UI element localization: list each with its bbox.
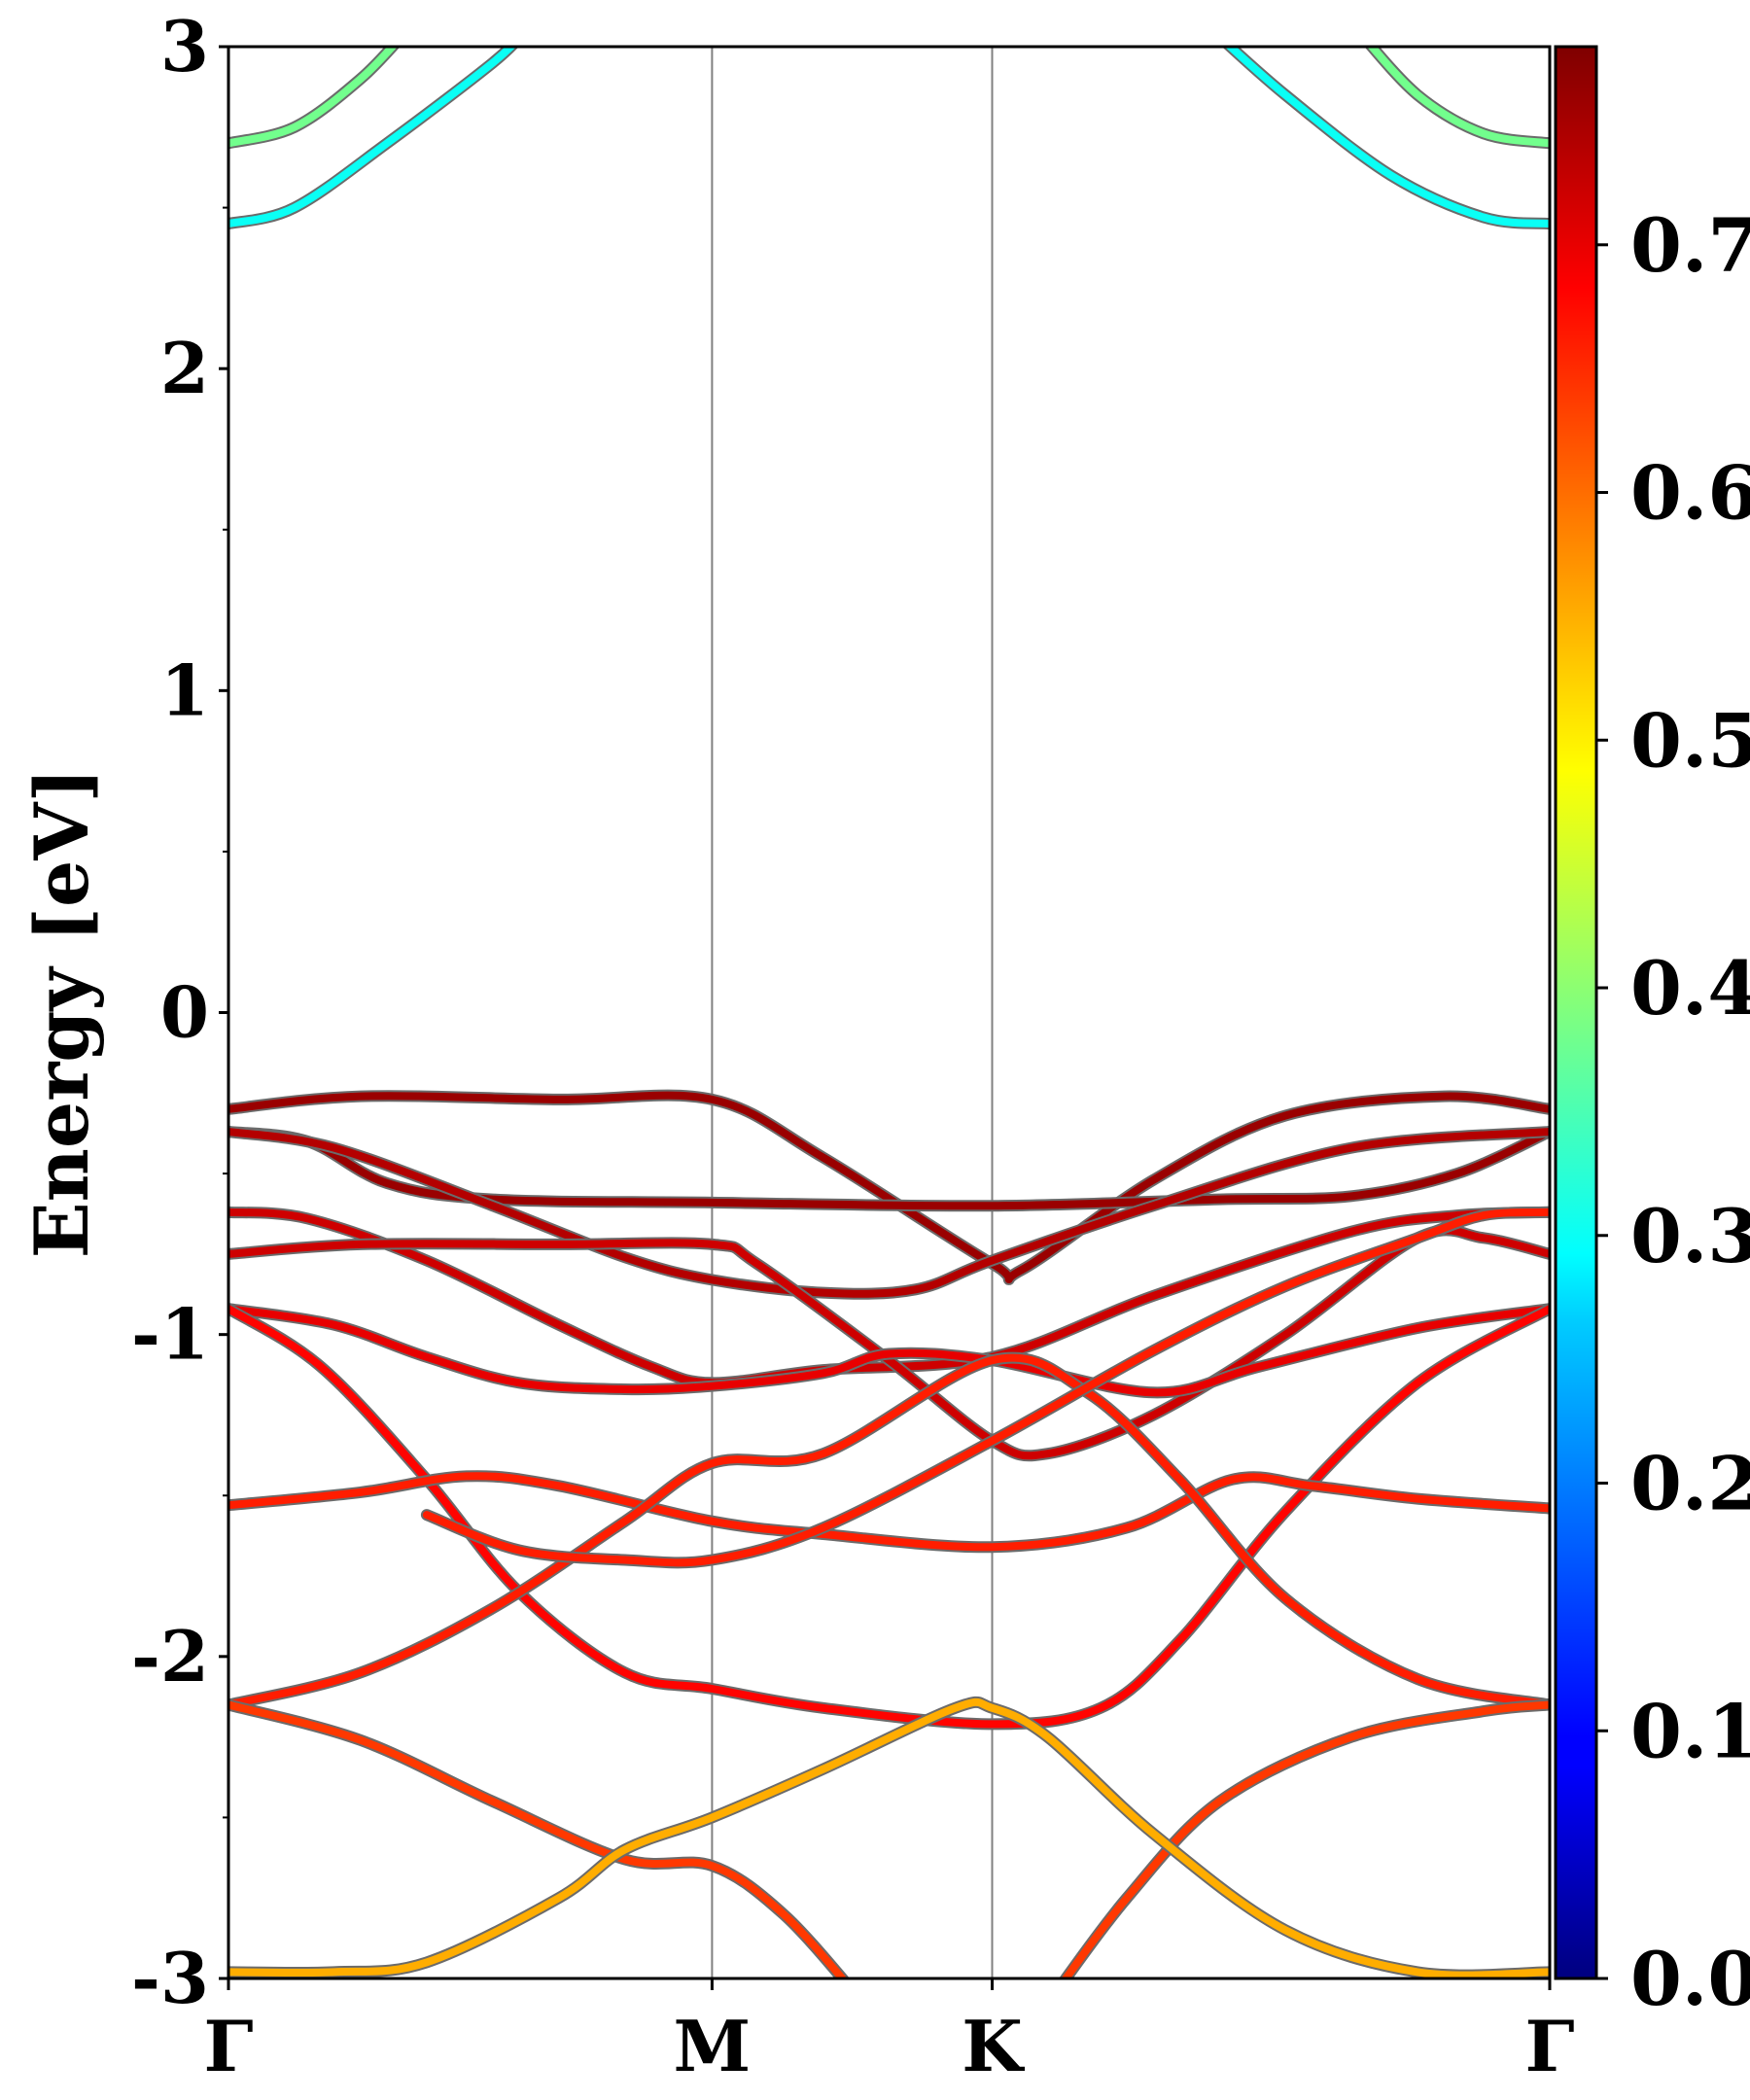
colorbar-tick-label: 0.5 bbox=[1630, 697, 1750, 784]
y-axis-title: Energy [eV] bbox=[18, 768, 105, 1259]
band-line bbox=[228, 1472, 1550, 1552]
y-tick-label: 3 bbox=[160, 5, 209, 88]
x-tick-label: M bbox=[674, 2005, 752, 2087]
band-line bbox=[422, 1208, 1550, 1567]
band-line bbox=[228, 1700, 848, 1978]
y-tick-label: -2 bbox=[131, 1615, 209, 1698]
band-line bbox=[228, 1091, 1550, 1283]
y-tick-label: 1 bbox=[160, 648, 209, 731]
colorbar-tick-label: 0.0 bbox=[1630, 1936, 1750, 2022]
x-tick-label: Γ bbox=[1524, 2005, 1574, 2087]
colorbar-ticks: 0.0 0.1 0.2 0.3 0.4 0.5 0.6 0.7 bbox=[1596, 202, 1750, 2022]
colorbar: 0.0 0.1 0.2 0.3 0.4 0.5 0.6 0.7 bbox=[1554, 45, 1750, 2022]
band-line bbox=[228, 1226, 1550, 1460]
band-line bbox=[1366, 47, 1550, 148]
band-line bbox=[228, 1698, 1550, 1978]
colorbar-tick-label: 0.4 bbox=[1630, 945, 1750, 1032]
colorbar-tick-label: 0.2 bbox=[1630, 1441, 1750, 1527]
colorbar-tick-label: 0.6 bbox=[1630, 450, 1750, 537]
band-line bbox=[1061, 1700, 1550, 1978]
band-line bbox=[1224, 47, 1550, 228]
y-tick-label: 0 bbox=[160, 971, 209, 1054]
y-axis: 3 2 1 0 -1 -2 -3 bbox=[131, 5, 228, 2019]
y-tick-label: -1 bbox=[131, 1293, 209, 1376]
high-symmetry-lines bbox=[711, 47, 994, 1978]
band-line-outline bbox=[228, 1696, 1550, 1978]
x-tick-label: K bbox=[962, 2005, 1025, 2087]
colorbar-gradient bbox=[1554, 45, 1598, 1980]
band-line bbox=[228, 1128, 1550, 1298]
colorbar-tick-label: 0.1 bbox=[1630, 1688, 1750, 1774]
band-line bbox=[228, 47, 517, 228]
band-line-outline bbox=[228, 1351, 1550, 1711]
band-line bbox=[228, 1353, 1550, 1709]
x-tick-label: Γ bbox=[203, 2005, 253, 2087]
colorbar-tick-label: 0.7 bbox=[1630, 202, 1750, 289]
colorbar-tick-label: 0.3 bbox=[1630, 1193, 1750, 1279]
band-line bbox=[228, 47, 398, 148]
plot-area bbox=[227, 45, 1552, 1980]
band-line-outline bbox=[228, 1698, 851, 1978]
plot-frame bbox=[227, 45, 1552, 1980]
band-lines bbox=[228, 47, 1550, 1978]
band-line bbox=[228, 1128, 1550, 1210]
band-line-outline bbox=[1059, 1698, 1550, 1978]
band-line bbox=[228, 1305, 1550, 1397]
y-tick-label: 2 bbox=[160, 327, 209, 409]
band-line-outline bbox=[228, 1126, 1550, 1300]
y-tick-label: -3 bbox=[131, 1937, 209, 2019]
